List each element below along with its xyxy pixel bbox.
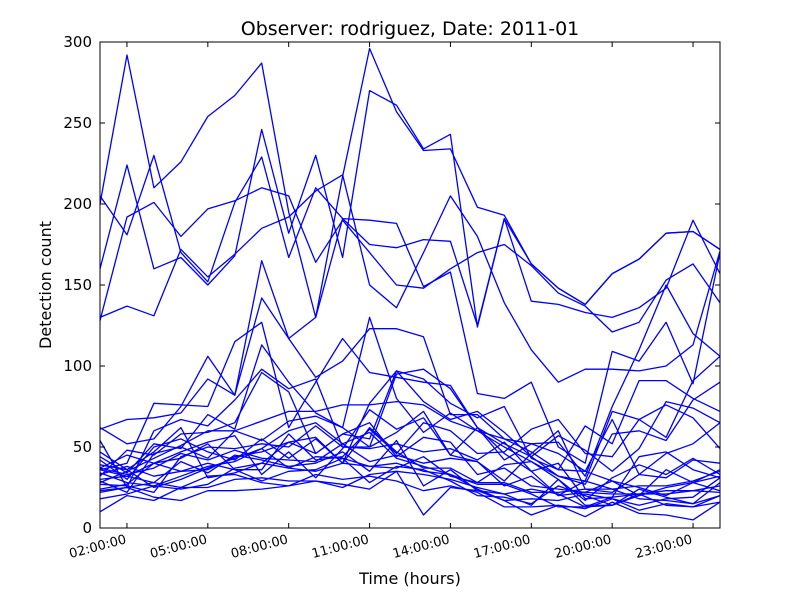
series-line-28 [99,470,721,521]
x-tick-label: 08:00:00 [229,532,289,562]
series-line-21 [99,457,721,508]
series-line-10 [99,368,721,489]
series-line-3 [99,154,721,327]
series-line-26 [99,456,721,505]
x-tick-label: 17:00:00 [472,532,532,562]
y-tick-label: 100 [63,357,92,375]
series-line-5 [99,174,721,383]
series-line-4 [99,187,721,333]
series-line-23 [99,439,721,506]
series-line-7 [99,284,721,477]
series-line-6 [99,217,721,464]
x-tick-label: 23:00:00 [634,532,694,562]
x-tick-label: 05:00:00 [149,532,209,562]
series-line-27 [99,473,721,513]
y-tick-label: 0 [82,519,92,537]
y-tick-label: 250 [63,114,92,132]
y-tick-label: 50 [73,438,92,456]
series-line-2 [99,89,721,328]
x-tick-label: 14:00:00 [391,532,451,562]
y-tick-label: 300 [63,33,92,51]
y-tick-label: 200 [63,195,92,213]
series-line-17 [99,410,721,497]
series-line-14 [99,404,721,477]
series-layer [99,47,721,521]
x-axis-label: Time (hours) [358,569,461,588]
plot-frame [99,41,721,529]
x-tick-label: 02:00:00 [68,532,128,562]
x-tick-label: 11:00:00 [310,532,370,562]
series-line-1 [99,47,721,319]
series-line-20 [99,422,721,495]
y-axis-label: Detection count [36,221,55,349]
series-line-13 [99,370,721,481]
chart-title: Observer: rodriguez, Date: 2011-01 [241,18,580,40]
x-tick-label: 20:00:00 [553,532,613,562]
y-tick-label: 150 [63,276,92,294]
series-line-8 [99,321,721,497]
series-line-12 [99,400,721,490]
